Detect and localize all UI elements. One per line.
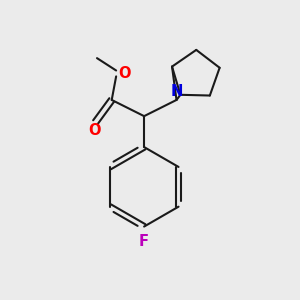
Text: O: O: [118, 66, 130, 81]
Text: O: O: [89, 123, 101, 138]
Text: F: F: [139, 234, 149, 249]
Text: N: N: [170, 84, 183, 99]
